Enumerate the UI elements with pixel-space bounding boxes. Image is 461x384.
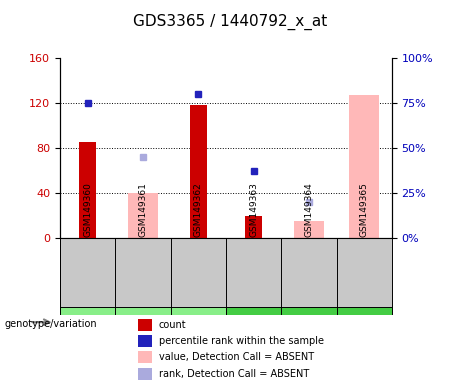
Text: control: control (291, 319, 327, 329)
Bar (190, 105, 207, 238)
Bar (137, 368, 153, 379)
Text: GDS3365 / 1440792_x_at: GDS3365 / 1440792_x_at (133, 13, 328, 30)
Bar (137, 335, 153, 347)
Bar (79, 142, 96, 238)
Text: Harlequin mutant: Harlequin mutant (97, 319, 189, 329)
Bar (226, 306, 392, 342)
Text: count: count (159, 319, 186, 330)
Bar (60, 306, 226, 342)
Text: value, Detection Call = ABSENT: value, Detection Call = ABSENT (159, 352, 314, 362)
Bar (137, 351, 153, 363)
Text: percentile rank within the sample: percentile rank within the sample (159, 336, 324, 346)
Bar (128, 193, 158, 238)
Bar (137, 319, 153, 331)
Bar (349, 95, 379, 238)
Bar (294, 221, 324, 238)
Text: genotype/variation: genotype/variation (5, 319, 97, 329)
Text: rank, Detection Call = ABSENT: rank, Detection Call = ABSENT (159, 369, 309, 379)
Bar (245, 215, 262, 238)
